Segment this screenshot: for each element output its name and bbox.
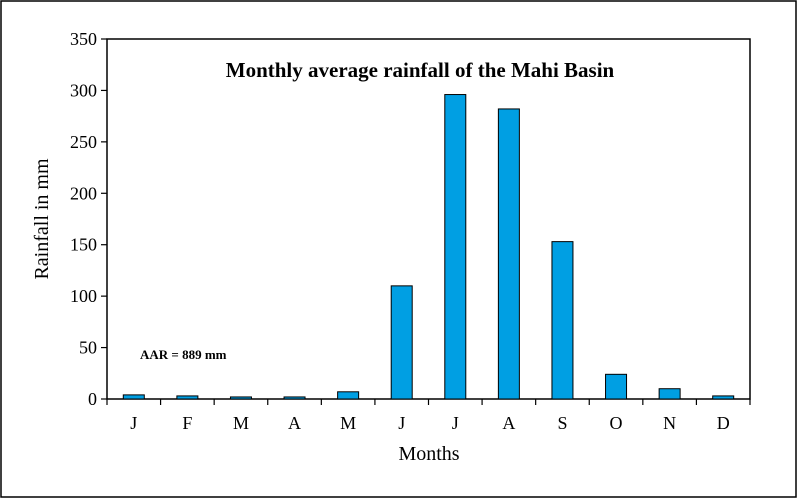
y-tick-label: 150	[70, 235, 97, 255]
bar	[497, 108, 520, 400]
y-tick-label: 0	[88, 389, 97, 409]
bar	[658, 388, 681, 400]
y-tick-label: 50	[79, 338, 97, 358]
y-tick-label: 200	[70, 183, 97, 203]
y-tick-label: 350	[70, 29, 97, 49]
x-tick-label: N	[663, 413, 676, 433]
bar	[283, 396, 306, 400]
x-tick-label: D	[717, 413, 730, 433]
bar	[122, 394, 145, 400]
y-tick-label: 250	[70, 132, 97, 152]
bar	[390, 285, 413, 400]
bar	[229, 396, 252, 400]
bar	[605, 373, 628, 400]
bar	[712, 395, 735, 400]
chart-title: Monthly average rainfall of the Mahi Bas…	[226, 58, 615, 82]
x-tick-label: M	[340, 413, 356, 433]
bar-series	[122, 94, 735, 400]
bar	[176, 395, 199, 400]
x-tick-label: F	[182, 413, 192, 433]
x-tick-label: S	[557, 413, 567, 433]
bar	[551, 241, 574, 400]
bar	[444, 94, 467, 400]
x-tick-label: J	[398, 413, 405, 433]
aar-annotation: AAR = 889 mm	[140, 347, 227, 362]
x-tick-label: J	[452, 413, 459, 433]
y-tick-label: 300	[70, 80, 97, 100]
x-tick-label: O	[610, 413, 623, 433]
x-tick-label: A	[288, 413, 301, 433]
y-axis: 0 50 100 150 200 250 300 350	[70, 29, 107, 409]
y-tick-label: 100	[70, 286, 97, 306]
y-axis-title: Rainfall in mm	[31, 158, 53, 280]
x-tick-label: J	[130, 413, 137, 433]
bar	[337, 391, 360, 400]
x-axis-title: Months	[398, 443, 459, 465]
x-tick-label: A	[502, 413, 515, 433]
x-tick-label: M	[233, 413, 249, 433]
